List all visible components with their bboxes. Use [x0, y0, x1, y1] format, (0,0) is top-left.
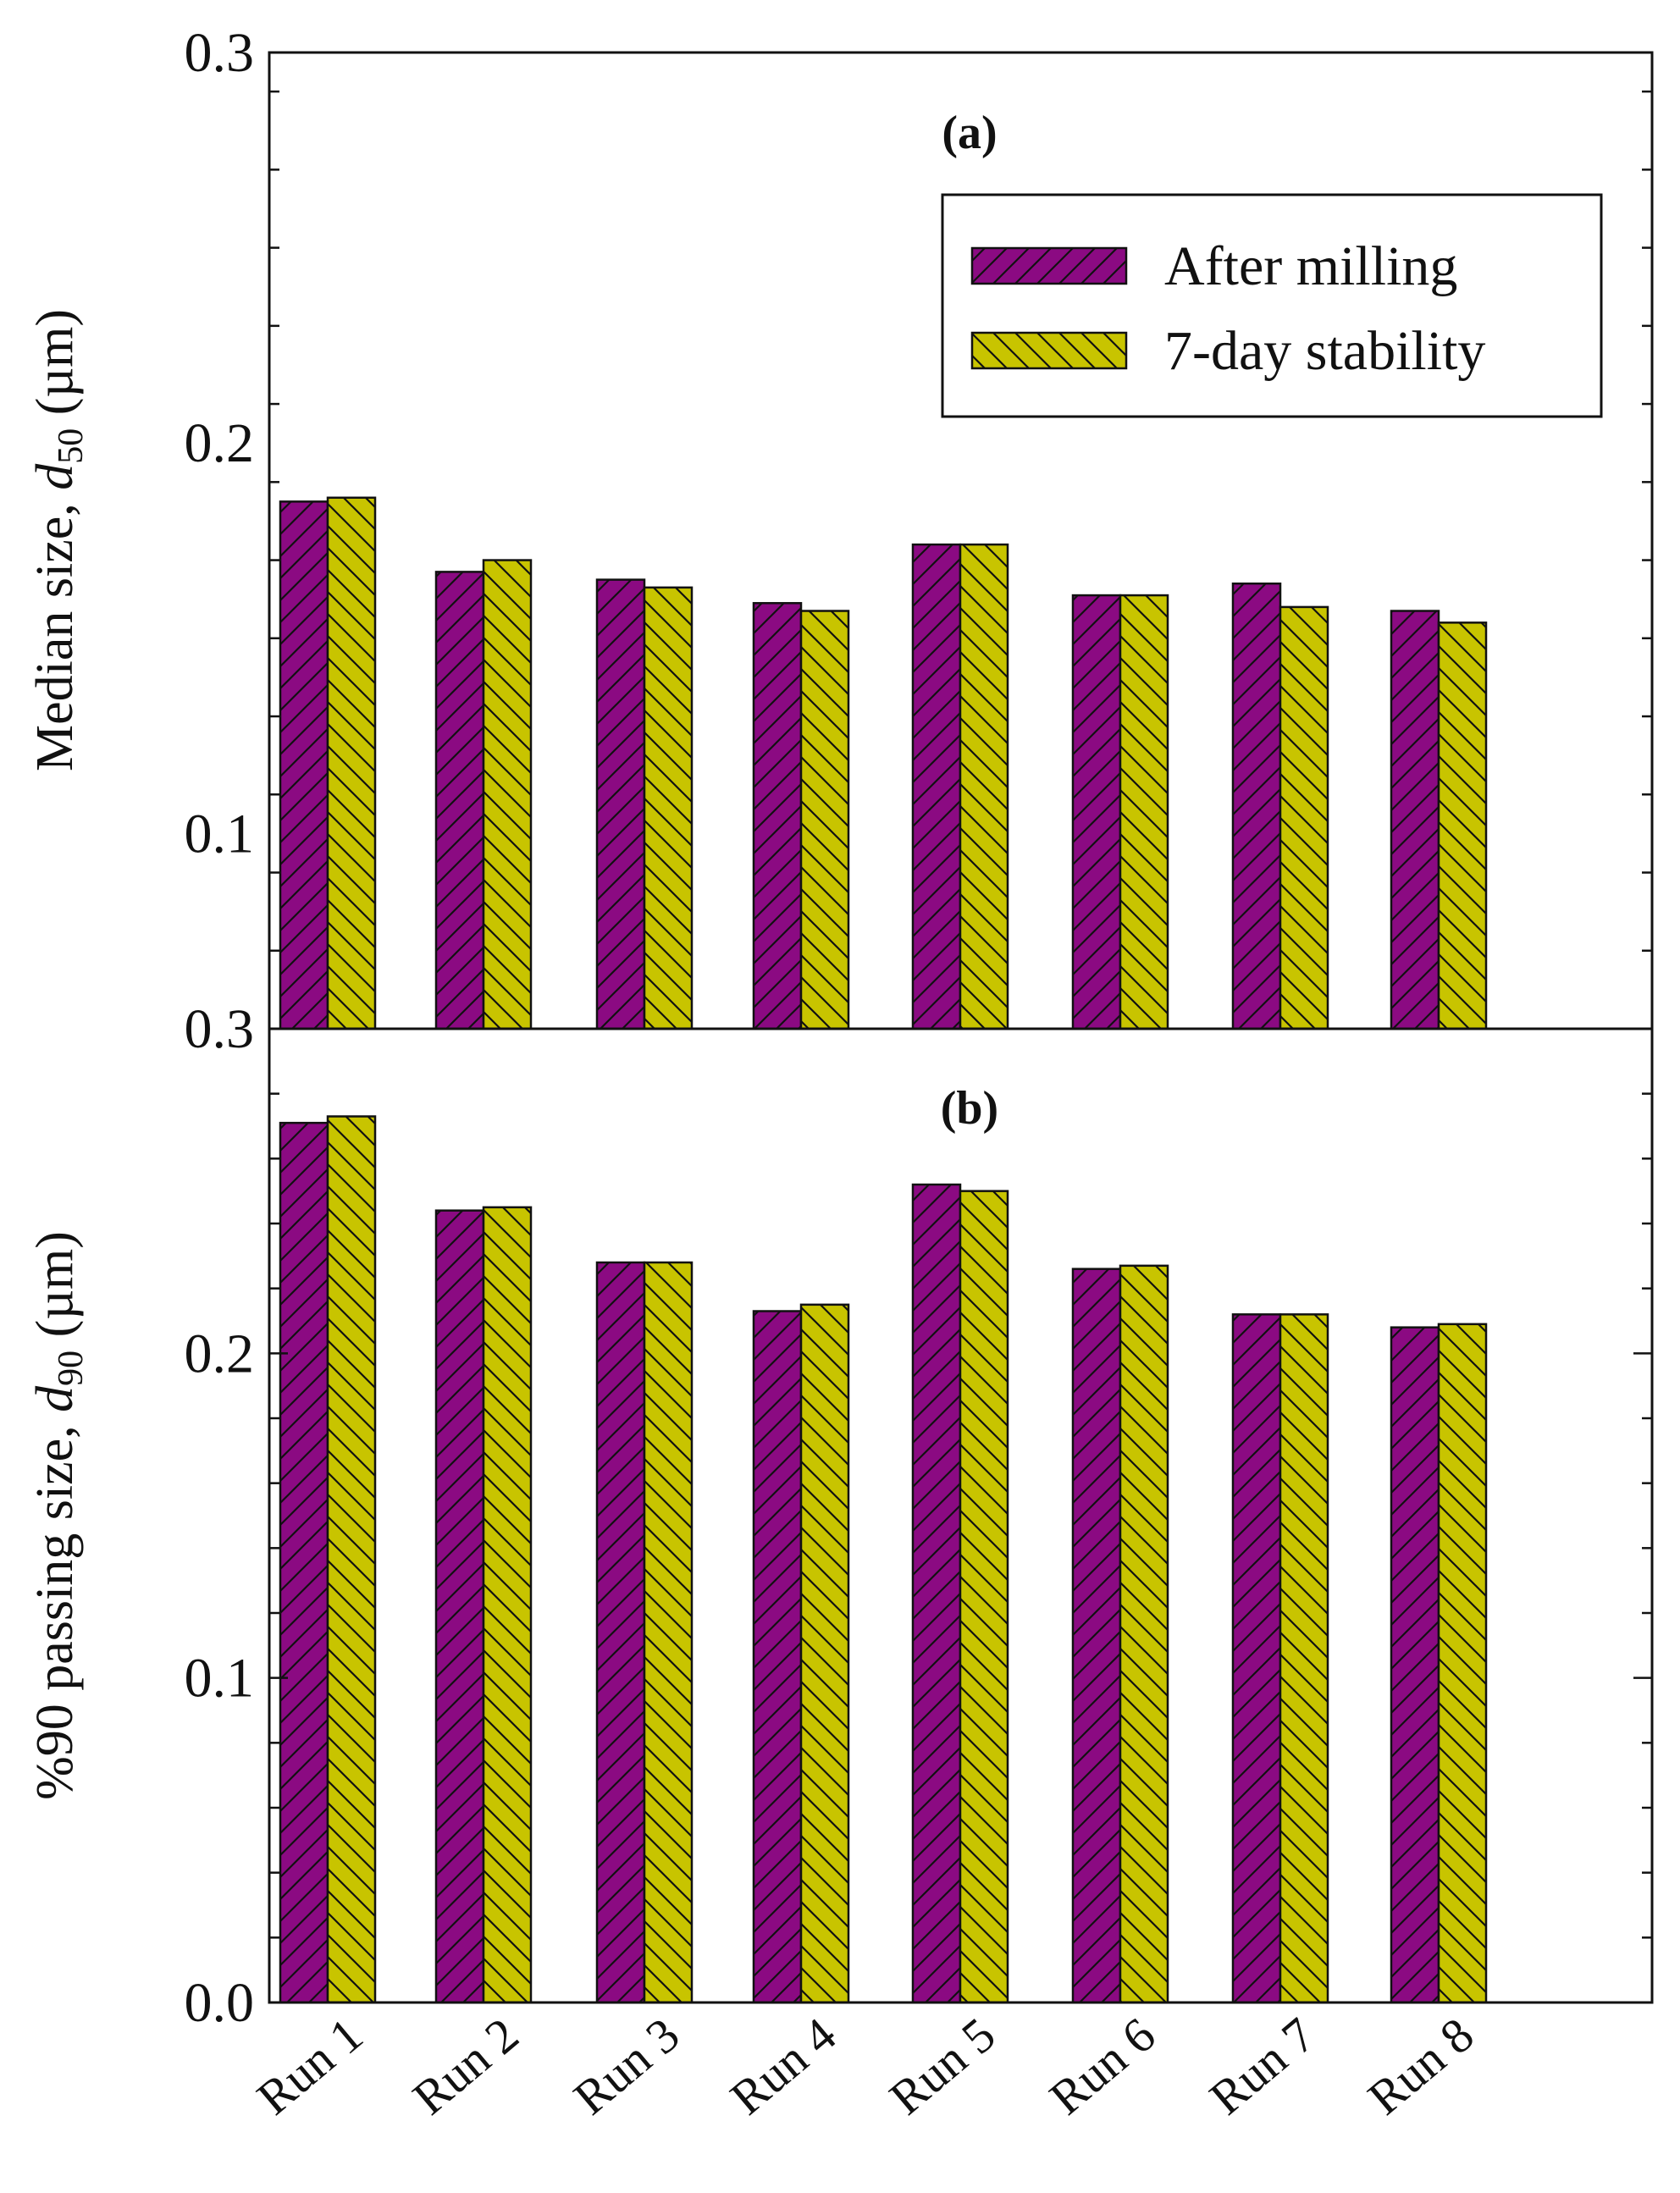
bars-b — [279, 1115, 1488, 2004]
bar-a-seven-day-4 — [799, 610, 850, 1030]
legend-swatch-seven-day — [970, 331, 1128, 370]
bar-b-seven-day-8 — [1437, 1323, 1488, 2004]
x-tick-label: Run 2 — [402, 2007, 528, 2125]
bar-a-after-milling-4 — [752, 602, 803, 1030]
bar-a-seven-day-5 — [959, 543, 1009, 1030]
y-tick-label-b: 0.3 — [185, 998, 255, 1060]
bar-b-after-milling-6 — [1071, 1268, 1122, 2004]
plot-frame-b — [268, 1027, 1654, 2004]
bar-b-seven-day-6 — [1119, 1264, 1169, 2004]
x-tick-label: Run 6 — [1039, 2007, 1165, 2125]
y-ticks-b: 0.0 0.1 0.2 0.3 — [185, 998, 1652, 2034]
bar-b-seven-day-5 — [959, 1190, 1009, 2004]
bars-a — [279, 496, 1488, 1030]
bar-a-seven-day-7 — [1279, 605, 1329, 1030]
x-tick-labels: Run 1 Run 2 Run 3 Run 4 Run 5 Run 6 Run 7 Run 8 — [246, 2007, 1484, 2125]
panel-label-b: (b) — [941, 1082, 998, 1135]
panel-label-a: (a) — [942, 107, 997, 159]
bar-a-after-milling-5 — [911, 543, 962, 1030]
y-tick-label-b: 0.2 — [185, 1323, 255, 1384]
y-axis-label-b-main: %90 passing size, — [26, 1412, 84, 1800]
y-tick-label-b: 0.0 — [185, 1972, 255, 2034]
legend-label-after-milling: After milling — [1164, 235, 1457, 297]
bar-b-seven-day-2 — [482, 1206, 533, 2004]
bar-a-seven-day-1 — [326, 496, 377, 1030]
bar-a-seven-day-6 — [1119, 594, 1169, 1030]
legend-frame — [941, 193, 1603, 418]
bar-b-after-milling-2 — [434, 1209, 485, 2004]
y-axis-label-a-main: Median size, — [26, 490, 84, 771]
legend-swatch-after-milling — [970, 246, 1128, 285]
x-tick-label: Run 4 — [720, 2007, 846, 2125]
bar-a-after-milling-2 — [434, 571, 485, 1030]
bar-b-seven-day-1 — [326, 1115, 377, 2004]
x-tick-label: Run 3 — [563, 2007, 689, 2125]
bar-a-seven-day-2 — [482, 559, 533, 1030]
y-axis-label-b: %90 passing size, d90 (µm) — [26, 1231, 91, 1800]
y-tick-label-b: 0.1 — [185, 1648, 255, 1710]
y-axis-label-b-unit: (µm) — [26, 1231, 84, 1351]
bar-a-after-milling-3 — [595, 578, 646, 1030]
bar-b-after-milling-3 — [595, 1261, 646, 2004]
bar-a-after-milling-1 — [279, 500, 329, 1030]
bar-b-seven-day-7 — [1279, 1313, 1329, 2004]
panel-b: 0.0 0.1 0.2 0.3 (b) %90 passing size, d90 (… — [26, 998, 1654, 2125]
x-tick-label: Run 7 — [1199, 2007, 1325, 2125]
bar-a-after-milling-6 — [1071, 594, 1122, 1030]
panel-a: 0.1 0.2 0.3 (a) Median size, d50 (µm) Afte… — [26, 22, 1654, 1030]
y-tick-label-a: 0.2 — [185, 412, 255, 474]
bar-a-seven-day-3 — [643, 586, 694, 1030]
y-tick-label-a: 0.3 — [185, 22, 255, 84]
x-tick-label: Run 5 — [879, 2007, 1005, 2125]
y-ticks-a: 0.1 0.2 0.3 — [185, 22, 1652, 1030]
bar-b-after-milling-7 — [1231, 1313, 1282, 2004]
bar-a-seven-day-8 — [1437, 621, 1488, 1030]
bar-b-after-milling-8 — [1390, 1326, 1440, 2004]
bar-b-after-milling-5 — [911, 1183, 962, 2004]
y-axis-label-a-var: d — [26, 463, 84, 490]
y-axis-label-b-var: d — [26, 1385, 84, 1412]
x-tick-label: Run 8 — [1357, 2007, 1484, 2125]
y-axis-label-a-unit: (µm) — [26, 309, 84, 428]
bar-a-after-milling-8 — [1390, 610, 1440, 1030]
y-axis-label-a: Median size, d50 (µm) — [26, 309, 91, 771]
legend-label-seven-day: 7-day stability — [1164, 320, 1485, 382]
y-tick-label-a: 0.1 — [185, 803, 255, 864]
bar-a-after-milling-7 — [1231, 582, 1282, 1030]
y-axis-label-b-sub: 90 — [52, 1351, 91, 1386]
x-tick-label: Run 1 — [246, 2007, 373, 2125]
bar-b-seven-day-3 — [643, 1261, 694, 2004]
bar-b-after-milling-1 — [279, 1121, 329, 2004]
bar-b-after-milling-4 — [752, 1310, 803, 2004]
legend: After milling 7-day stability — [941, 193, 1603, 418]
bar-b-seven-day-4 — [799, 1303, 850, 2004]
y-axis-label-a-sub: 50 — [52, 428, 91, 464]
